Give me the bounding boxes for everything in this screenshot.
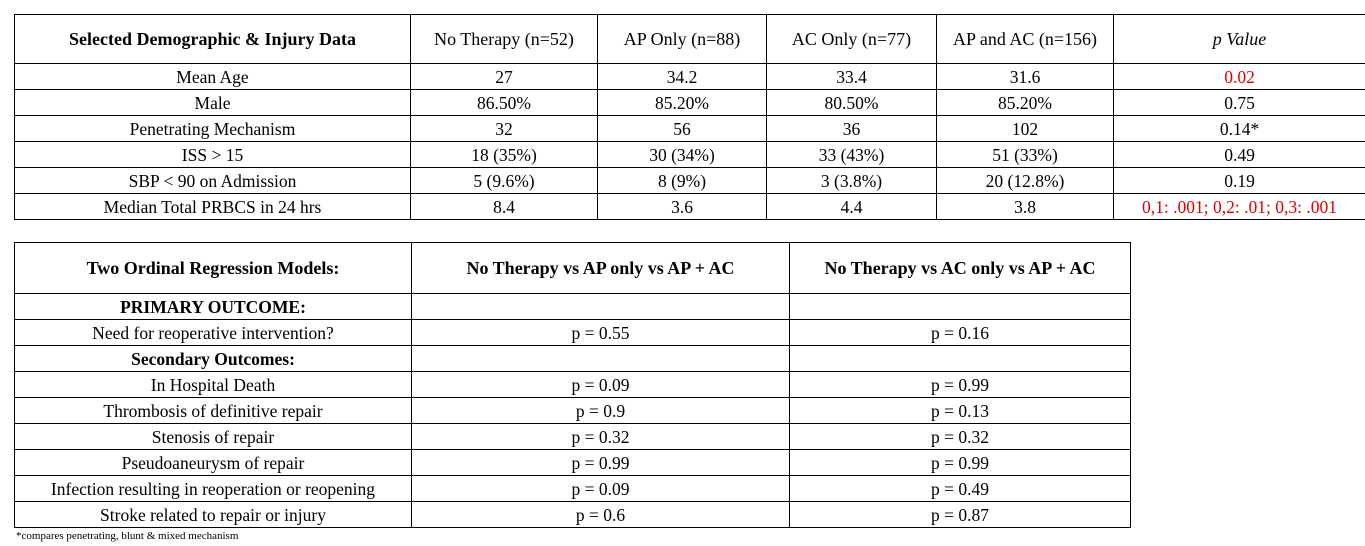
p-value-cell: 0,1: .001; 0,2: .01; 0,3: .001	[1113, 193, 1365, 220]
table-cell: 33.4	[766, 63, 937, 90]
footnote: *compares penetrating, blunt & mixed mec…	[16, 530, 239, 542]
table-cell: p = 0.09	[411, 371, 790, 398]
table-cell: 36	[766, 115, 937, 142]
row-label: Need for reoperative intervention?	[14, 319, 412, 346]
demographic-injury-table: Selected Demographic & Injury Data No Th…	[14, 14, 1365, 220]
table-cell: 56	[597, 115, 767, 142]
table-cell: p = 0.9	[411, 397, 790, 424]
table-cell: 33 (43%)	[766, 141, 937, 168]
table-header-row: Selected Demographic & Injury Data No Th…	[14, 14, 1365, 64]
column-header-ap-and-ac: AP and AC (n=156)	[936, 14, 1114, 64]
table-cell: 4.4	[766, 193, 937, 220]
table-cell	[411, 345, 790, 372]
table-row: Infection resulting in reoperation or re…	[14, 475, 1131, 502]
table-title: Selected Demographic & Injury Data	[14, 14, 411, 64]
row-label: Male	[14, 89, 411, 116]
table-cell: p = 0.6	[411, 501, 790, 528]
table-cell: 8.4	[410, 193, 598, 220]
table-cell: 18 (35%)	[410, 141, 598, 168]
row-label: Mean Age	[14, 63, 411, 90]
table-row: Stroke related to repair or injury p = 0…	[14, 501, 1131, 528]
table-row: In Hospital Death p = 0.09 p = 0.99	[14, 371, 1131, 398]
table-row: Median Total PRBCS in 24 hrs 8.4 3.6 4.4…	[14, 193, 1365, 220]
column-header-model-ac: No Therapy vs AC only vs AP + AC	[789, 242, 1131, 294]
table-cell: 8 (9%)	[597, 167, 767, 194]
column-header-p-value: p Value	[1113, 14, 1365, 64]
table-row: Thrombosis of definitive repair p = 0.9 …	[14, 397, 1131, 424]
table-cell: 85.20%	[936, 89, 1114, 116]
column-header-no-therapy: No Therapy (n=52)	[410, 14, 598, 64]
row-label: SBP < 90 on Admission	[14, 167, 411, 194]
table-row: SBP < 90 on Admission 5 (9.6%) 8 (9%) 3 …	[14, 167, 1365, 194]
table-cell: 34.2	[597, 63, 767, 90]
table-cell: p = 0.09	[411, 475, 790, 502]
column-header-ap-only: AP Only (n=88)	[597, 14, 767, 64]
table-cell	[789, 293, 1131, 320]
table-cell: p = 0.32	[789, 423, 1131, 450]
row-label: Median Total PRBCS in 24 hrs	[14, 193, 411, 220]
section-row: Secondary Outcomes:	[14, 345, 1131, 372]
table-title: Two Ordinal Regression Models:	[14, 242, 412, 294]
table-cell: 3.6	[597, 193, 767, 220]
table-cell: 31.6	[936, 63, 1114, 90]
table-cell: p = 0.16	[789, 319, 1131, 346]
table-cell: 86.50%	[410, 89, 598, 116]
table-cell: 27	[410, 63, 598, 90]
p-value-cell: 0.19	[1113, 167, 1365, 194]
p-value-cell: 0.49	[1113, 141, 1365, 168]
section-heading: Secondary Outcomes:	[14, 345, 412, 372]
table-cell: p = 0.32	[411, 423, 790, 450]
table-cell	[411, 293, 790, 320]
table-row: Need for reoperative intervention? p = 0…	[14, 319, 1131, 346]
table-cell: p = 0.87	[789, 501, 1131, 528]
table-cell: 5 (9.6%)	[410, 167, 598, 194]
table-cell: 30 (34%)	[597, 141, 767, 168]
column-header-model-ap: No Therapy vs AP only vs AP + AC	[411, 242, 790, 294]
ordinal-regression-table: Two Ordinal Regression Models: No Therap…	[14, 242, 1131, 528]
row-label: Pseudoaneurysm of repair	[14, 449, 412, 476]
table-cell: 20 (12.8%)	[936, 167, 1114, 194]
table-cell: 3.8	[936, 193, 1114, 220]
p-value-cell: 0.75	[1113, 89, 1365, 116]
table-cell: 3 (3.8%)	[766, 167, 937, 194]
table-cell: 102	[936, 115, 1114, 142]
table-cell: p = 0.13	[789, 397, 1131, 424]
table-cell: 85.20%	[597, 89, 767, 116]
table-cell: 51 (33%)	[936, 141, 1114, 168]
table-cell: 80.50%	[766, 89, 937, 116]
p-value-cell: 0.02	[1113, 63, 1365, 90]
section-heading: PRIMARY OUTCOME:	[14, 293, 412, 320]
row-label: Penetrating Mechanism	[14, 115, 411, 142]
table-row: Male 86.50% 85.20% 80.50% 85.20% 0.75	[14, 89, 1365, 116]
row-label: Stenosis of repair	[14, 423, 412, 450]
table-cell: p = 0.99	[789, 371, 1131, 398]
table-row: ISS > 15 18 (35%) 30 (34%) 33 (43%) 51 (…	[14, 141, 1365, 168]
row-label: ISS > 15	[14, 141, 411, 168]
table-cell: 32	[410, 115, 598, 142]
row-label: Thrombosis of definitive repair	[14, 397, 412, 424]
row-label: Infection resulting in reoperation or re…	[14, 475, 412, 502]
p-value-cell: 0.14*	[1113, 115, 1365, 142]
table-cell: p = 0.99	[789, 449, 1131, 476]
table-cell	[789, 345, 1131, 372]
column-header-ac-only: AC Only (n=77)	[766, 14, 937, 64]
section-row: PRIMARY OUTCOME:	[14, 293, 1131, 320]
table-cell: p = 0.49	[789, 475, 1131, 502]
table-row: Mean Age 27 34.2 33.4 31.6 0.02	[14, 63, 1365, 90]
table-row: Stenosis of repair p = 0.32 p = 0.32	[14, 423, 1131, 450]
table-cell: p = 0.55	[411, 319, 790, 346]
table-row: Pseudoaneurysm of repair p = 0.99 p = 0.…	[14, 449, 1131, 476]
table-row: Penetrating Mechanism 32 56 36 102 0.14*	[14, 115, 1365, 142]
row-label: Stroke related to repair or injury	[14, 501, 412, 528]
row-label: In Hospital Death	[14, 371, 412, 398]
table-cell: p = 0.99	[411, 449, 790, 476]
table-header-row: Two Ordinal Regression Models: No Therap…	[14, 242, 1131, 294]
